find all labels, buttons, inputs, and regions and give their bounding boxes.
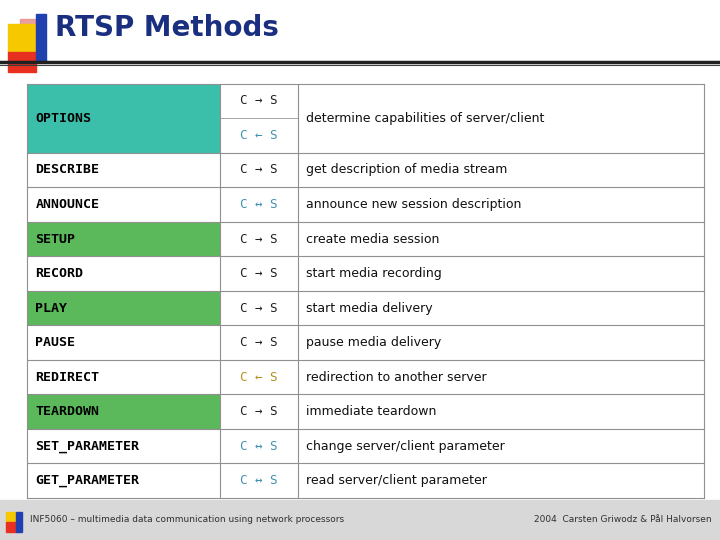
Bar — [298, 463, 704, 498]
Bar — [27, 325, 220, 360]
Bar — [8, 52, 36, 72]
Text: create media session: create media session — [306, 233, 439, 246]
Bar — [6, 522, 16, 532]
Bar — [8, 24, 36, 52]
Bar — [36, 14, 46, 62]
Text: C → S: C → S — [240, 164, 278, 177]
Text: immediate teardown: immediate teardown — [306, 405, 436, 418]
Bar — [27, 256, 220, 291]
Text: INF5060 – multimedia data communication using network processors: INF5060 – multimedia data communication … — [30, 516, 344, 524]
Text: 2004  Carsten Griwodz & Pål Halvorsen: 2004 Carsten Griwodz & Pål Halvorsen — [534, 516, 712, 524]
Text: SET_PARAMETER: SET_PARAMETER — [35, 440, 140, 453]
Text: OPTIONS: OPTIONS — [35, 112, 91, 125]
Text: C ↔ S: C ↔ S — [240, 474, 278, 487]
Text: C → S: C → S — [240, 233, 278, 246]
Bar — [220, 429, 298, 463]
Bar — [298, 153, 704, 187]
Text: TEARDOWN: TEARDOWN — [35, 405, 99, 418]
Bar — [20, 19, 44, 57]
Text: redirection to another server: redirection to another server — [306, 370, 487, 383]
Bar — [298, 256, 704, 291]
Text: ANNOUNCE: ANNOUNCE — [35, 198, 99, 211]
Bar — [27, 187, 220, 222]
Bar — [298, 429, 704, 463]
Bar — [220, 153, 298, 187]
Bar — [220, 291, 298, 325]
Text: C → S: C → S — [240, 301, 278, 314]
Bar — [27, 291, 220, 325]
Bar — [27, 153, 220, 187]
Bar — [220, 187, 298, 222]
Bar — [298, 291, 704, 325]
Text: read server/client parameter: read server/client parameter — [306, 474, 487, 487]
Text: PLAY: PLAY — [35, 301, 68, 314]
Bar — [220, 222, 298, 256]
Text: GET_PARAMETER: GET_PARAMETER — [35, 474, 140, 487]
Text: C → S: C → S — [240, 405, 278, 418]
Text: DESCRIBE: DESCRIBE — [35, 164, 99, 177]
Text: SETUP: SETUP — [35, 233, 76, 246]
Bar — [220, 360, 298, 394]
Text: C ← S: C ← S — [240, 129, 278, 142]
Text: pause media delivery: pause media delivery — [306, 336, 441, 349]
Text: RECORD: RECORD — [35, 267, 84, 280]
Bar — [27, 429, 220, 463]
Text: C → S: C → S — [240, 336, 278, 349]
Text: get description of media stream: get description of media stream — [306, 164, 508, 177]
Text: RTSP Methods: RTSP Methods — [55, 14, 279, 42]
Bar — [298, 222, 704, 256]
Bar — [298, 360, 704, 394]
Text: C ↔ S: C ↔ S — [240, 440, 278, 453]
Bar — [298, 84, 704, 153]
Text: start media recording: start media recording — [306, 267, 442, 280]
Bar — [298, 187, 704, 222]
Bar — [27, 360, 220, 394]
Text: PAUSE: PAUSE — [35, 336, 76, 349]
Text: change server/client parameter: change server/client parameter — [306, 440, 505, 453]
Bar — [298, 325, 704, 360]
Text: determine capabilities of server/client: determine capabilities of server/client — [306, 112, 544, 125]
Text: C → S: C → S — [240, 94, 278, 107]
Bar — [220, 394, 298, 429]
Text: C → S: C → S — [240, 267, 278, 280]
Bar — [220, 463, 298, 498]
Bar — [220, 84, 298, 153]
Bar — [0, 500, 720, 540]
Text: announce new session description: announce new session description — [306, 198, 521, 211]
Text: start media delivery: start media delivery — [306, 301, 433, 314]
Bar — [220, 256, 298, 291]
Text: C ↔ S: C ↔ S — [240, 198, 278, 211]
Bar — [27, 463, 220, 498]
Bar — [16, 512, 22, 532]
Bar — [6, 512, 16, 522]
Bar — [220, 325, 298, 360]
Bar — [27, 84, 220, 153]
Text: C ← S: C ← S — [240, 370, 278, 383]
Text: REDIRECT: REDIRECT — [35, 370, 99, 383]
Bar — [298, 394, 704, 429]
Bar — [27, 394, 220, 429]
Bar — [27, 222, 220, 256]
